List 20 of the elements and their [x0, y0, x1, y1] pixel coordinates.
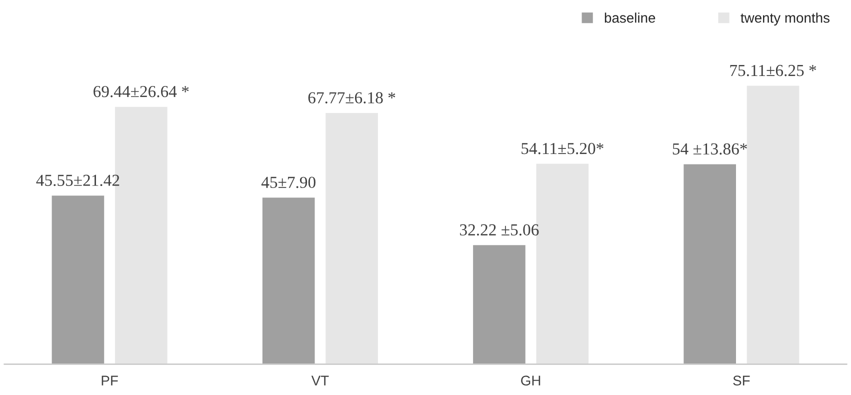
- data-label: 69.44±26.64 *: [94, 86, 189, 98]
- x-tick-label: GH: [521, 376, 540, 386]
- bar: [261, 196, 316, 364]
- data-label: 54 ±13.86*: [672, 143, 747, 155]
- bar: [682, 162, 738, 364]
- data-label: 75.11±6.25 *: [730, 64, 816, 76]
- data-label: 45±7.90: [261, 176, 316, 188]
- legend-label: baseline: [604, 12, 656, 23]
- data-label: 67.77±6.18 *: [308, 92, 396, 104]
- legend-label: twenty months: [740, 12, 830, 26]
- bar: [324, 112, 380, 364]
- x-tick-label: PF: [102, 376, 118, 386]
- bar: [472, 244, 527, 364]
- x-tick-label: VT: [311, 376, 329, 386]
- x-tick-label: SF: [733, 376, 750, 386]
- data-label: 32.22 ±5.06: [460, 224, 539, 236]
- data-label: 54.11±5.20*: [522, 142, 604, 154]
- data-label: 45.55±21.42: [36, 174, 120, 186]
- bar: [745, 84, 801, 364]
- bar: [50, 194, 106, 364]
